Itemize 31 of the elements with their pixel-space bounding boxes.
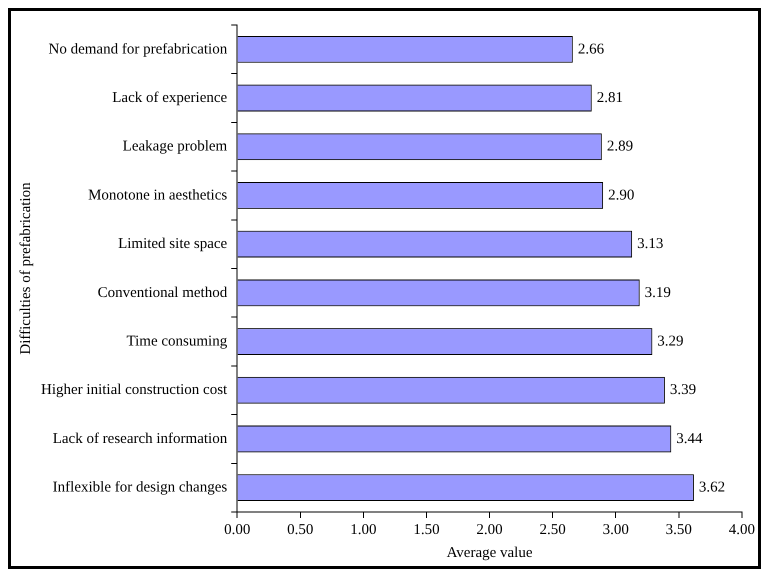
data-label: 3.62 [698, 480, 726, 496]
y-tick-label: No demand for prefabrication [48, 41, 228, 58]
y-tick-label: Lack of research information [52, 430, 228, 447]
y-tick-label: Leakage problem [122, 138, 228, 155]
x-tick-label: 3.00 [602, 522, 629, 538]
x-tick-label: 0.50 [287, 522, 314, 538]
data-label: 3.39 [670, 382, 696, 398]
y-tick-label: Limited site space [118, 236, 228, 252]
data-label: 2.90 [608, 187, 634, 204]
x-tick-label: 2.00 [476, 522, 503, 538]
data-label: 2.81 [596, 90, 623, 106]
x-tick-label: 3.50 [666, 522, 692, 538]
x-tick-label: 0.00 [224, 522, 250, 538]
data-label: 2.66 [578, 41, 605, 58]
data-label: 3.44 [676, 430, 703, 447]
y-tick-label: Monotone in aesthetics [88, 187, 228, 204]
y-tick-label: Higher initial construction cost [40, 382, 228, 398]
y-tick-label: Time consuming [126, 333, 228, 350]
x-tick-label: 4.00 [728, 522, 755, 538]
data-label: 2.89 [606, 138, 634, 155]
y-tick-label: Inflexible for design changes [52, 480, 228, 496]
x-tick-label: 2.50 [540, 522, 566, 538]
x-tick-label: 1.50 [413, 522, 440, 538]
y-tick-label: Lack of experience [112, 90, 228, 106]
data-label: 3.19 [644, 284, 671, 301]
y-tick-label: Conventional method [98, 284, 228, 301]
y-axis-title: Difficulties of prefabrication [18, 182, 34, 355]
data-label: 3.29 [657, 333, 684, 350]
data-label: 3.13 [637, 236, 664, 252]
x-tick-label: 1.00 [350, 522, 376, 538]
x-axis-title: Average value [446, 544, 533, 561]
